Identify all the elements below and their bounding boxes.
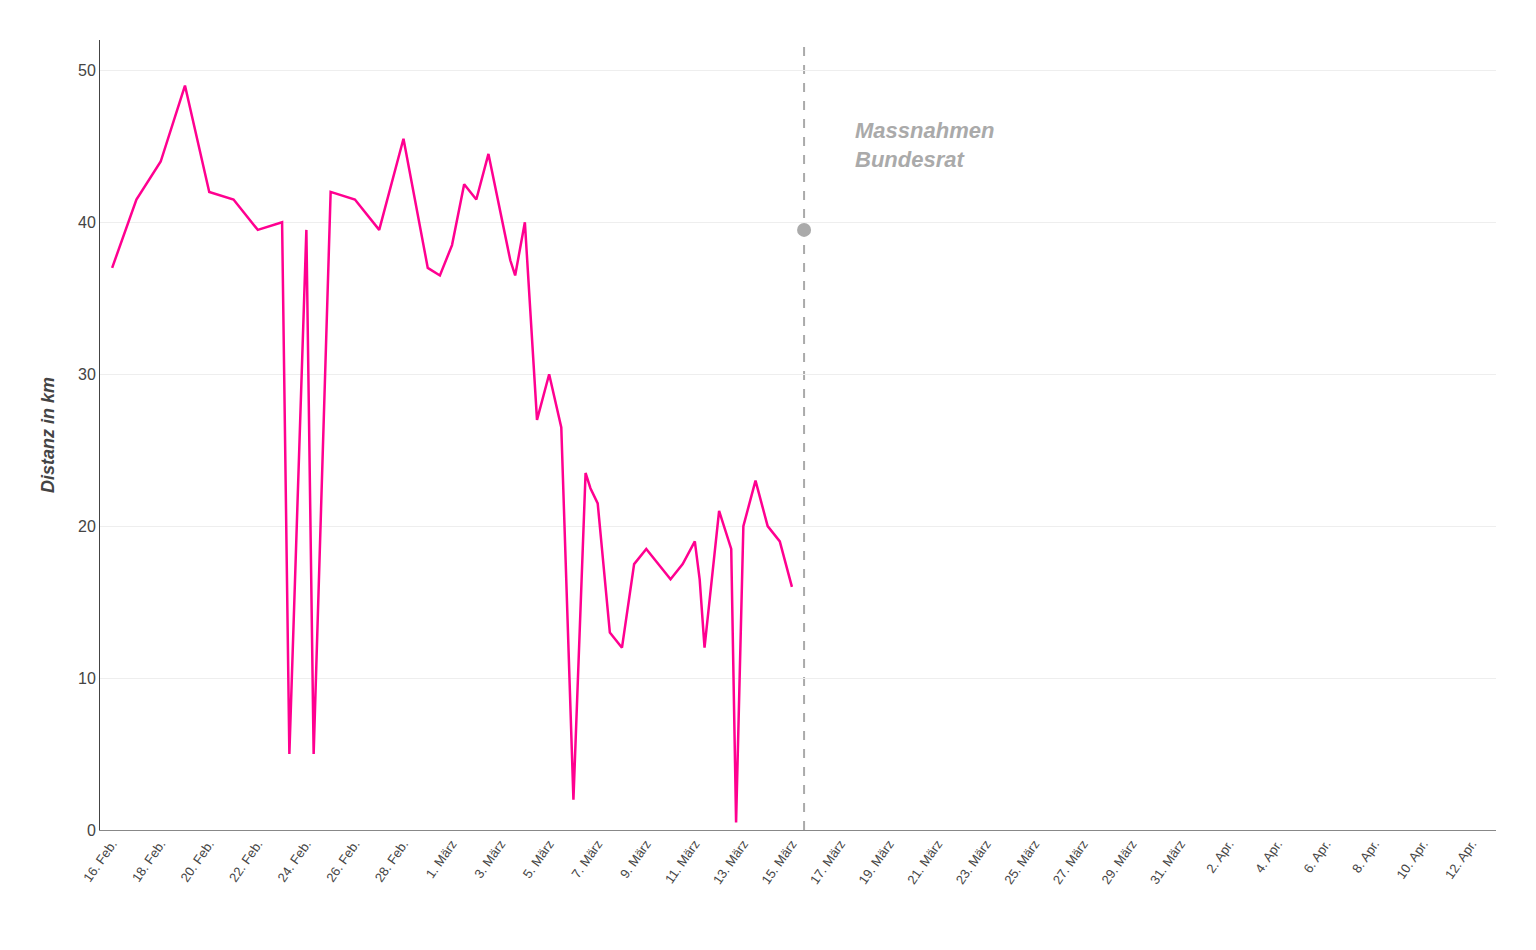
- svg-text:20: 20: [78, 518, 96, 535]
- svg-text:10: 10: [78, 670, 96, 687]
- svg-text:20. Feb.: 20. Feb.: [177, 837, 217, 885]
- svg-text:31. März: 31. März: [1147, 837, 1188, 887]
- svg-text:MassnahmenBundesrat: MassnahmenBundesrat: [855, 118, 994, 172]
- svg-text:40: 40: [78, 214, 96, 231]
- svg-text:22. Feb.: 22. Feb.: [226, 837, 266, 885]
- svg-text:19. März: 19. März: [856, 837, 897, 887]
- svg-text:12. Apr.: 12. Apr.: [1442, 837, 1480, 882]
- svg-text:27. März: 27. März: [1050, 837, 1091, 887]
- svg-text:2. Apr.: 2. Apr.: [1203, 837, 1236, 876]
- svg-text:13. März: 13. März: [710, 837, 751, 887]
- svg-text:1. März: 1. März: [423, 837, 460, 881]
- svg-text:7. März: 7. März: [568, 837, 605, 881]
- svg-text:28. Feb.: 28. Feb.: [372, 837, 412, 885]
- svg-text:17. März: 17. März: [807, 837, 848, 887]
- svg-text:50: 50: [78, 62, 96, 79]
- svg-text:25. März: 25. März: [1001, 837, 1042, 887]
- svg-text:0: 0: [87, 822, 96, 839]
- svg-text:4. Apr.: 4. Apr.: [1252, 837, 1285, 876]
- svg-text:18. Feb.: 18. Feb.: [129, 837, 169, 885]
- svg-text:Distanz in km: Distanz in km: [38, 377, 58, 493]
- svg-text:21. März: 21. März: [904, 837, 945, 887]
- svg-text:5. März: 5. März: [520, 837, 557, 881]
- svg-text:15. März: 15. März: [758, 837, 799, 887]
- svg-text:29. März: 29. März: [1098, 837, 1139, 887]
- svg-text:11. März: 11. März: [662, 837, 703, 886]
- svg-text:8. Apr.: 8. Apr.: [1349, 837, 1382, 876]
- svg-text:16. Feb.: 16. Feb.: [80, 837, 120, 885]
- svg-text:6. Apr.: 6. Apr.: [1300, 837, 1333, 876]
- svg-text:10. Apr.: 10. Apr.: [1393, 837, 1431, 882]
- svg-text:23. März: 23. März: [953, 837, 994, 887]
- svg-text:3. März: 3. März: [471, 837, 508, 881]
- svg-text:26. Feb.: 26. Feb.: [323, 837, 363, 885]
- svg-text:9. März: 9. März: [617, 837, 654, 881]
- svg-text:30: 30: [78, 366, 96, 383]
- svg-text:24. Feb.: 24. Feb.: [275, 837, 315, 885]
